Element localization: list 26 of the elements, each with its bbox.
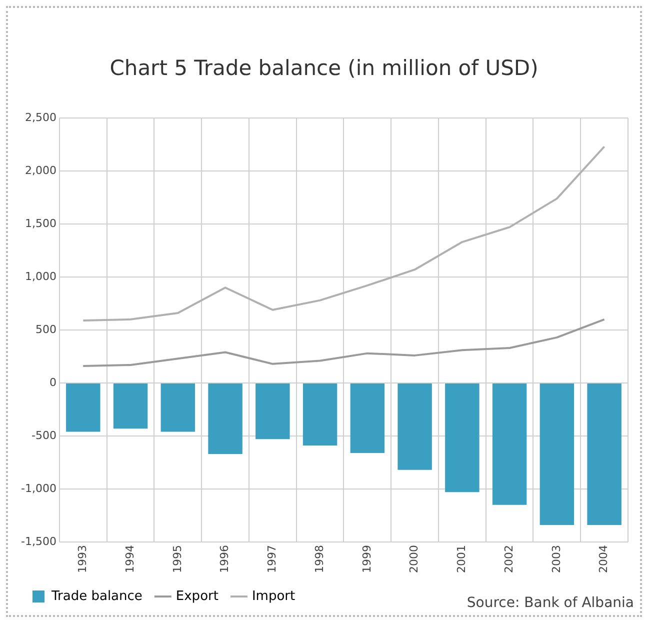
y-tick-label: -500 <box>31 428 56 442</box>
x-tick-label: 1994 <box>123 545 136 574</box>
y-tick-label: -1,500 <box>20 534 56 548</box>
legend-label: Import <box>252 588 296 604</box>
y-tick-label: 2,500 <box>24 110 56 124</box>
x-tick-label: 2003 <box>550 545 563 574</box>
x-tick-label: 1997 <box>266 545 279 574</box>
legend-label: Trade balance <box>50 588 142 604</box>
x-tick-label: 2002 <box>502 545 516 574</box>
legend-label: Export <box>176 588 218 604</box>
y-tick-label: 1,000 <box>24 270 56 283</box>
y-tick-label: 0 <box>49 376 56 389</box>
x-tick-label: 1996 <box>218 545 232 574</box>
x-tick-label: 1995 <box>170 545 184 574</box>
source-note: Source: Bank of Albania <box>466 595 634 611</box>
y-tick-label: 500 <box>35 322 56 336</box>
y-tick-label: 1,500 <box>24 216 56 230</box>
x-tick-label: 1993 <box>76 545 90 574</box>
y-tick-label: 2,000 <box>24 164 56 177</box>
x-tick-label: 2001 <box>455 545 468 574</box>
x-tick-label: 1998 <box>312 545 326 574</box>
x-tick-label: 1999 <box>360 545 374 574</box>
x-tick-label: 2004 <box>597 545 610 574</box>
y-tick-label: -1,000 <box>20 482 56 495</box>
x-tick-label: 2000 <box>408 545 421 574</box>
chart-title: Chart 5 Trade balance (in million of USD) <box>108 56 540 80</box>
